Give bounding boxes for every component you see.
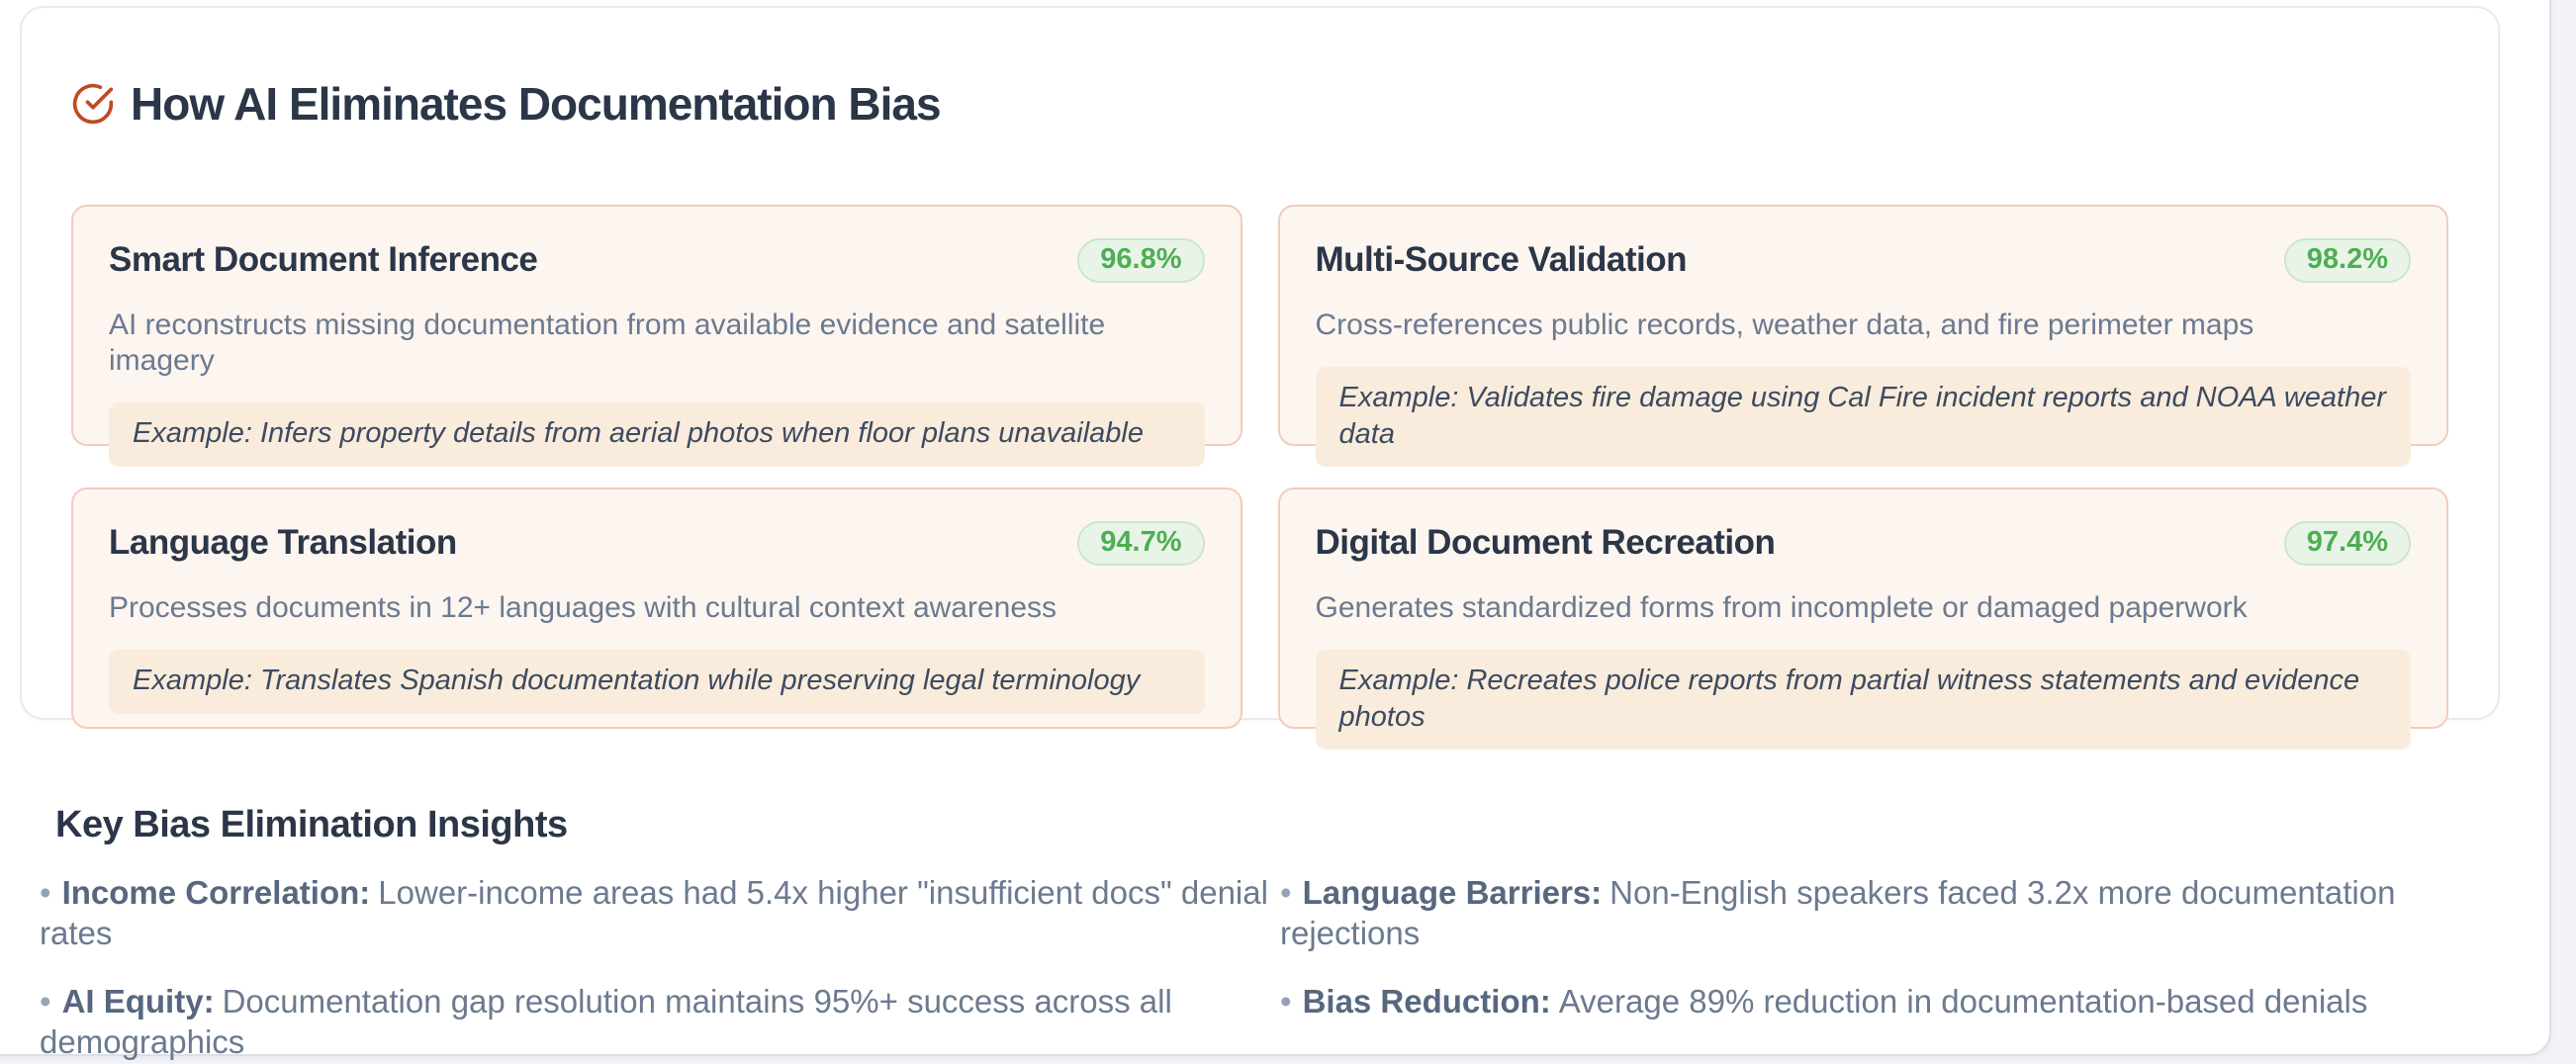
feature-cards-grid: Smart Document Inference 96.8% AI recons… — [71, 204, 2448, 750]
feature-card-multi-source-validation: Multi-Source Validation 98.2% Cross-refe… — [1277, 204, 2448, 467]
card-description: Processes documents in 12+ languages wit… — [109, 591, 1058, 625]
accuracy-badge: 97.4% — [2283, 520, 2411, 567]
card-title: Smart Document Inference — [109, 240, 538, 280]
bullet-icon: • — [40, 873, 51, 911]
feature-card-digital-document-recreation: Digital Document Recreation 97.4% Genera… — [1277, 487, 2448, 750]
card-example: Example: Recreates police reports from p… — [1315, 650, 2411, 750]
bullet-icon: • — [40, 983, 51, 1020]
accuracy-badge: 96.8% — [1077, 237, 1205, 284]
card-title: Multi-Source Validation — [1315, 240, 1688, 280]
insights-grid: • Income Correlation: Lower-income areas h… — [40, 872, 2518, 1063]
insight-item-bias-reduction: • Bias Reduction: Average 89% reduction in… — [1280, 981, 2518, 1063]
bullet-icon: • — [1280, 983, 1292, 1020]
insight-item-ai-equity: • AI Equity: Documentation gap resolution … — [40, 981, 1280, 1063]
accuracy-badge: 94.7% — [1077, 520, 1205, 567]
card-example: Example: Translates Spanish documentatio… — [109, 650, 1205, 714]
insight-label: Bias Reduction: — [1302, 983, 1551, 1020]
insights-section: Key Bias Elimination Insights • Income Co… — [40, 803, 2518, 1063]
insight-item-language-barriers: • Language Barriers: Non-English speakers … — [1280, 872, 2518, 954]
card-example: Example: Infers property details from ae… — [109, 402, 1205, 467]
feature-card-language-translation: Language Translation 94.7% Processes doc… — [71, 487, 1242, 729]
card-header: Digital Document Recreation 97.4% — [1315, 520, 2411, 567]
insight-label: AI Equity: — [61, 983, 215, 1020]
insight-text: Non-English speakers faced 3.2x more doc… — [1280, 873, 2396, 951]
accuracy-badge: 98.2% — [2283, 237, 2411, 284]
card-title: Digital Document Recreation — [1315, 523, 1776, 563]
card-header: Multi-Source Validation 98.2% — [1315, 237, 2411, 284]
card-description: AI reconstructs missing documentation fr… — [109, 309, 1106, 378]
card-example: Example: Validates fire damage using Cal… — [1315, 367, 2411, 467]
card-header: Smart Document Inference 96.8% — [109, 237, 1205, 284]
insights-title: Key Bias Elimination Insights — [55, 804, 568, 845]
card-header: Language Translation 94.7% — [109, 520, 1205, 567]
card-description: Generates standardized forms from incomp… — [1315, 591, 2248, 625]
insight-text: Documentation gap resolution maintains 9… — [40, 983, 1172, 1061]
panel-title: How AI Eliminates Documentation Bias — [131, 78, 942, 131]
insight-text: Lower-income areas had 5.4x higher "insu… — [40, 873, 1268, 951]
ai-documentation-bias-panel: How AI Eliminates Documentation Bias Sma… — [20, 6, 2500, 750]
insight-label: Language Barriers: — [1302, 873, 1603, 911]
panel-header: How AI Eliminates Documentation Bias — [71, 42, 2448, 167]
insight-label: Income Correlation: — [61, 873, 371, 911]
card-title: Language Translation — [109, 523, 457, 563]
bullet-icon: • — [1280, 873, 1292, 911]
feature-card-smart-document-inference: Smart Document Inference 96.8% AI recons… — [71, 204, 1242, 467]
card-description: Cross-references public records, weather… — [1315, 309, 2254, 342]
check-circle-icon — [72, 84, 114, 125]
insight-text: Average 89% reduction in documentation-b… — [1558, 983, 2368, 1020]
insight-item-income-correlation: • Income Correlation: Lower-income areas h… — [40, 872, 1280, 954]
